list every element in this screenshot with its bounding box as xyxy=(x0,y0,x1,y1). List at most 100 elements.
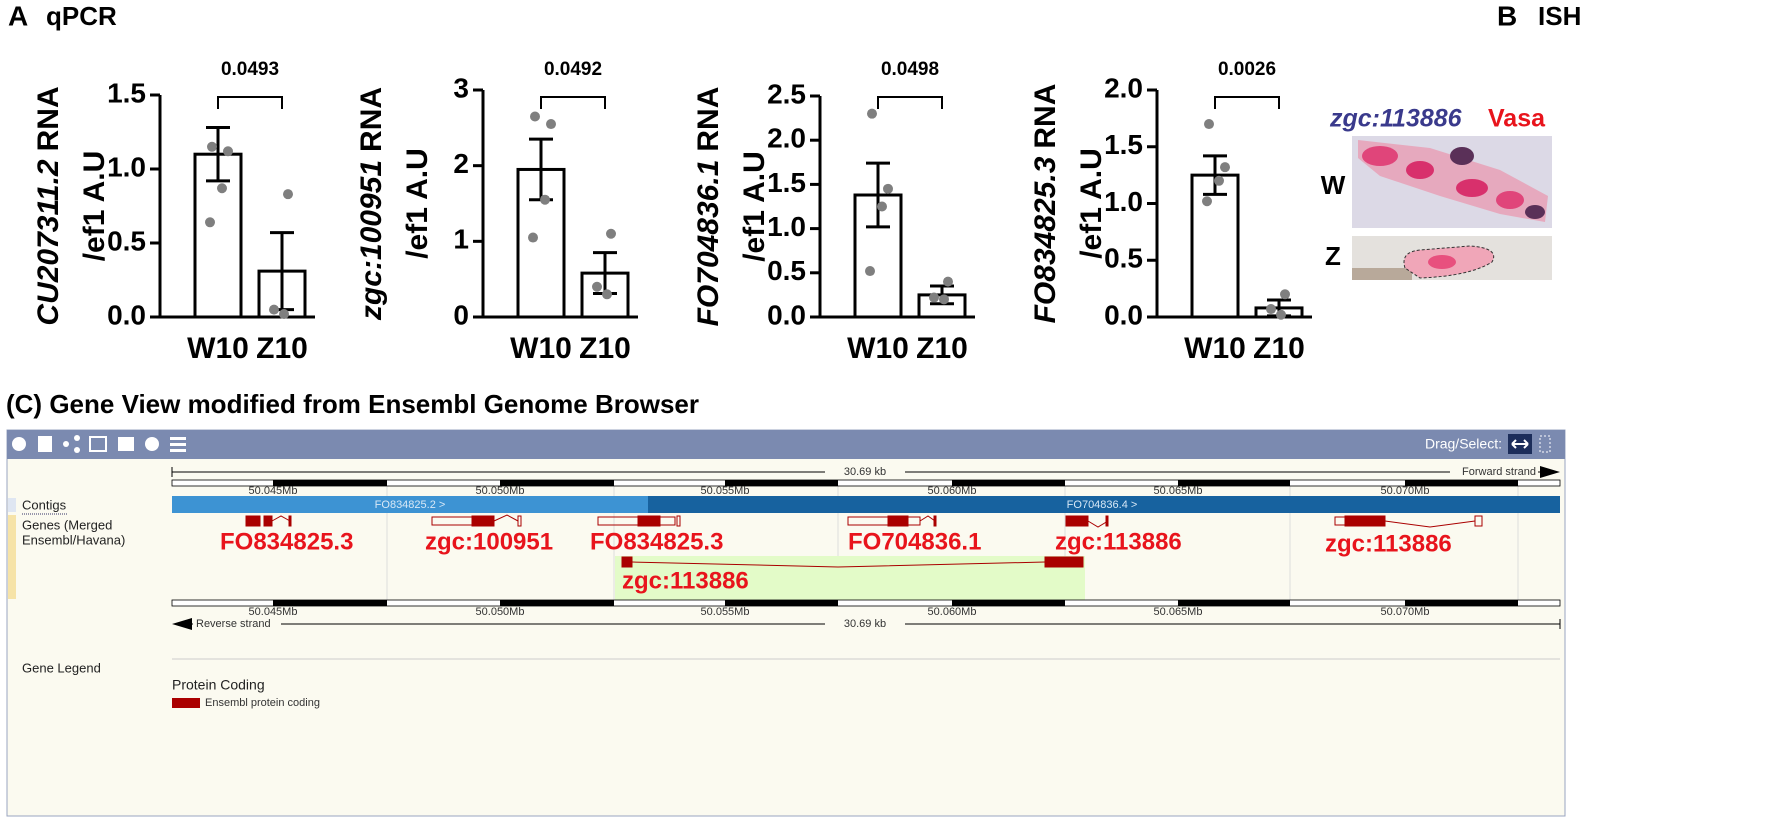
data-point xyxy=(877,201,887,212)
track-label: Ensembl/Havana) xyxy=(22,532,125,547)
ruler-label: 50.055Mb xyxy=(701,606,750,618)
toolbar-icons[interactable] xyxy=(12,435,186,453)
x-tick-label: W10 xyxy=(187,332,249,365)
marker-label: Vasa xyxy=(1488,105,1546,133)
legend-title: Gene Legend xyxy=(22,660,101,675)
y-axis-label: /ef1 A.U xyxy=(401,148,434,259)
strand-label: Reverse strand xyxy=(196,618,271,630)
y-axis-unit: RNA xyxy=(692,87,725,152)
y-axis-label: zgc:100951 RNA xyxy=(355,87,388,321)
x-tick-label: W10 xyxy=(510,332,572,365)
y-axis-label: FO834825.3 RNA xyxy=(1029,84,1062,324)
gene-label: FO704836.1 xyxy=(848,528,981,555)
ruler-label: 50.055Mb xyxy=(701,485,750,497)
ish-row-label: Z xyxy=(1325,241,1341,271)
ruler-label: 50.070Mb xyxy=(1381,606,1430,618)
contig-label: FO834825.2 > xyxy=(375,499,446,511)
data-point xyxy=(867,108,877,119)
x-tick-label: Z10 xyxy=(1253,332,1305,365)
data-point xyxy=(205,217,215,228)
data-point xyxy=(939,294,949,305)
data-point xyxy=(592,281,602,292)
y-axis-label: /ef1 A.U xyxy=(738,151,771,262)
ish-row-label: W xyxy=(1321,170,1346,200)
y-axis-unit: RNA xyxy=(1029,84,1062,149)
bar xyxy=(1190,173,1240,319)
y-axis-label: CU207311.2 RNA xyxy=(32,86,65,325)
track-label: Contigs xyxy=(22,497,67,512)
ruler-label: 50.070Mb xyxy=(1381,485,1430,497)
toolbar-label: Drag/Select: xyxy=(1425,436,1502,452)
y-tick-label: 2 xyxy=(453,148,469,179)
probe-label: zgc:113886 xyxy=(1329,105,1463,133)
y-tick-label: 1.0 xyxy=(1104,186,1143,217)
gene-label: zgc:113886 xyxy=(1055,528,1182,555)
y-tick-label: 0.5 xyxy=(767,255,806,286)
data-point xyxy=(1214,175,1224,186)
length-label: 30.69 kb xyxy=(844,466,886,478)
y-tick-label: 1.0 xyxy=(767,211,806,242)
ruler-label: 50.060Mb xyxy=(928,606,977,618)
y-tick-label: 2.0 xyxy=(1104,72,1143,103)
y-tick-label: 0.5 xyxy=(107,225,146,256)
x-tick-label: W10 xyxy=(847,332,909,365)
gene-label: FO834825.3 xyxy=(220,528,353,555)
ish-image-z xyxy=(1352,236,1552,280)
y-tick-label: 0.5 xyxy=(1104,243,1143,274)
p-value: 0.0492 xyxy=(544,59,602,80)
p-value: 0.0026 xyxy=(1218,59,1276,80)
panel-title: ISH xyxy=(1538,1,1581,31)
data-point xyxy=(1220,162,1230,173)
gene-label: zgc:100951 xyxy=(425,528,553,555)
y-tick-label: 3 xyxy=(453,72,469,103)
significance-bracket xyxy=(217,96,283,109)
length-label: 30.69 kb xyxy=(844,618,886,630)
error-bar xyxy=(206,126,230,183)
significance-bracket xyxy=(1214,96,1280,109)
error-bar xyxy=(1203,154,1227,196)
y-tick-label: 1.5 xyxy=(107,77,146,108)
y-tick-label: 1 xyxy=(453,224,469,255)
genome-browser: Drag/Select: 30.69 kb Forward strand Con… xyxy=(6,429,1566,817)
y-axis-label: /ef1 A.U xyxy=(1075,148,1108,259)
error-bar xyxy=(866,161,890,229)
track-label: Genes (Merged xyxy=(22,517,112,532)
gene-label: FO834825.3 xyxy=(590,528,723,555)
strand-label: Forward strand xyxy=(1462,466,1536,478)
significance-bracket xyxy=(540,96,606,109)
y-tick-label: 1.0 xyxy=(107,151,146,182)
data-point xyxy=(943,276,953,287)
data-point xyxy=(1276,309,1286,320)
gene-view-title: (C) Gene View modified from Ensembl Geno… xyxy=(6,389,699,419)
data-point xyxy=(602,289,612,300)
data-point xyxy=(1266,304,1276,315)
data-point xyxy=(217,183,227,194)
data-point xyxy=(865,266,875,277)
y-axis-label: FO704836.1 RNA xyxy=(692,87,725,327)
y-tick-label: 1.5 xyxy=(767,167,806,198)
p-value: 0.0498 xyxy=(881,59,939,80)
data-point xyxy=(528,232,538,243)
ruler-label: 50.050Mb xyxy=(476,606,525,618)
data-point xyxy=(1280,289,1290,300)
y-axis-gene: FO704836.1 xyxy=(692,160,725,327)
data-point xyxy=(269,304,279,315)
y-axis-gene: CU207311.2 xyxy=(32,159,65,326)
ruler-label: 50.065Mb xyxy=(1154,606,1203,618)
p-value: 0.0493 xyxy=(221,59,279,80)
ish-image-w xyxy=(1352,136,1552,228)
data-point xyxy=(283,189,293,200)
y-tick-label: 2.5 xyxy=(767,78,806,109)
data-point xyxy=(207,141,217,152)
bar xyxy=(853,193,903,319)
x-tick-label: Z10 xyxy=(579,332,631,365)
ruler-label: 50.065Mb xyxy=(1154,485,1203,497)
data-point xyxy=(606,228,616,239)
gene-models xyxy=(245,514,1483,568)
data-point xyxy=(279,309,289,320)
ruler-label: 50.060Mb xyxy=(928,485,977,497)
legend-item: Ensembl protein coding xyxy=(205,697,320,709)
ruler-label: 50.050Mb xyxy=(476,485,525,497)
x-tick-label: Z10 xyxy=(256,332,308,365)
